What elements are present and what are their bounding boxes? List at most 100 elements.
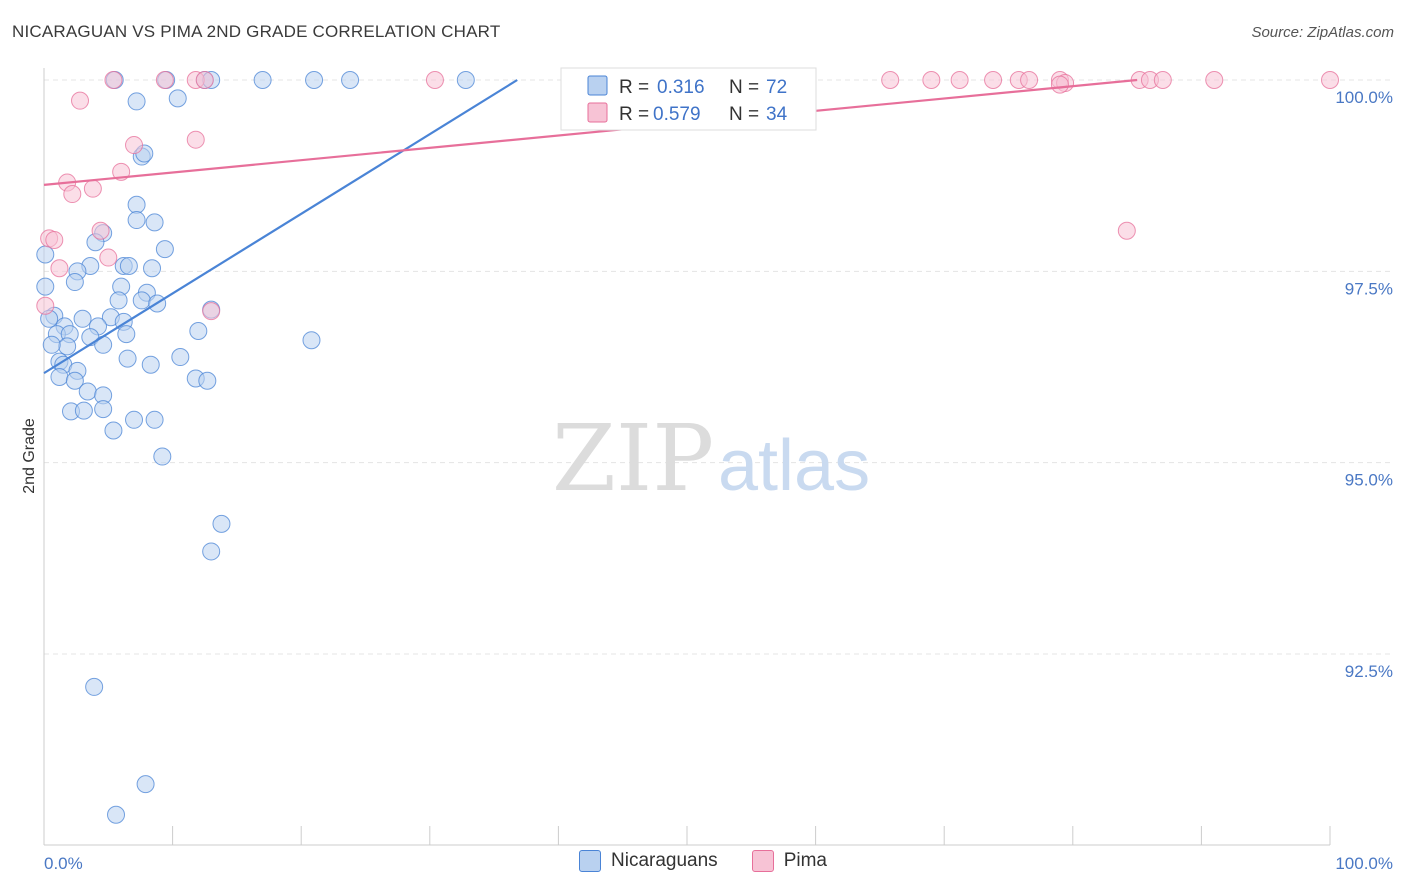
point-pima-21 [125, 136, 144, 155]
point-nicaraguans-24 [65, 273, 84, 292]
point-pima-17 [1205, 71, 1224, 89]
legend-r-value-pima: 0.579 [653, 104, 701, 125]
point-nicaraguans-48 [118, 349, 137, 368]
point-nicaraguans-29 [132, 291, 151, 310]
point-pima-26 [91, 221, 110, 240]
point-nicaraguans-26 [36, 277, 55, 296]
point-nicaraguans-46 [42, 335, 61, 354]
point-nicaraguans-71 [107, 805, 126, 824]
legend-label-pima: Pima [783, 850, 827, 871]
point-nicaraguans-40 [189, 322, 208, 341]
x-ticks [43, 826, 1331, 845]
series-legend: Nicaraguans Pima [0, 850, 1406, 872]
point-nicaraguans-23 [143, 259, 162, 278]
point-pima-1 [155, 71, 174, 89]
point-pima-8 [984, 71, 1003, 89]
point-nicaraguans-55 [65, 371, 84, 390]
legend-r-value-nicaraguans: 0.316 [657, 77, 705, 98]
x-tick-label-min: 0.0% [44, 854, 83, 873]
legend-n-value-nicaraguans: 72 [766, 77, 787, 98]
point-pima-32 [36, 296, 55, 315]
point-pima-10 [1020, 71, 1039, 89]
chart-title: NICARAGUAN VS PIMA 2ND GRADE CORRELATION… [12, 22, 501, 41]
point-pima-24 [83, 179, 102, 198]
point-nicaraguans-58 [78, 382, 97, 401]
point-nicaraguans-70 [136, 775, 155, 794]
stats-legend: R = 0.316 N = 72 R = 0.579 N = 34 [560, 67, 817, 131]
legend-r-label-1: R = [619, 77, 649, 98]
point-pima-13 [1050, 75, 1069, 94]
x-tick-label-max: 100.0% [1335, 854, 1393, 873]
legend-n-label-2: N = [729, 104, 759, 125]
point-pima-19 [71, 91, 90, 110]
watermark-atlas: atlas [718, 426, 870, 506]
y-tick-labels: 100.0% 97.5% 95.0% 92.5% [1335, 88, 1393, 681]
point-nicaraguans-68 [202, 542, 221, 561]
point-pima-30 [99, 248, 118, 267]
legend-n-value-pima: 34 [766, 104, 788, 125]
point-pima-16 [1153, 71, 1172, 89]
legend-n-label-1: N = [729, 77, 759, 98]
point-nicaraguans-4 [253, 71, 272, 89]
trendline-pima [43, 78, 1138, 186]
point-nicaraguans-63 [125, 410, 144, 429]
point-nicaraguans-14 [145, 213, 164, 232]
point-nicaraguans-12 [127, 195, 146, 214]
y-axis-label: 2nd Grade [21, 418, 38, 494]
point-pima-33 [202, 302, 221, 321]
point-nicaraguans-50 [171, 348, 190, 367]
point-pima-29 [45, 230, 64, 249]
legend-swatch-pima [587, 102, 608, 123]
point-pima-0 [104, 71, 123, 89]
point-nicaraguans-22 [119, 256, 138, 275]
point-pima-7 [950, 71, 969, 89]
watermark: ZIP atlas [552, 405, 870, 512]
point-pima-4 [425, 71, 444, 89]
point-nicaraguans-18 [36, 245, 55, 264]
watermark-zip: ZIP [552, 405, 714, 512]
point-pima-31 [50, 259, 69, 278]
point-nicaraguans-8 [168, 89, 187, 108]
point-nicaraguans-5 [305, 71, 324, 89]
point-pima-27 [1117, 221, 1136, 240]
point-pima-6 [922, 71, 941, 89]
point-nicaraguans-17 [155, 240, 174, 259]
point-nicaraguans-64 [145, 410, 164, 429]
point-nicaraguans-39 [117, 325, 136, 344]
point-nicaraguans-57 [198, 371, 217, 390]
legend-item-pima[interactable]: Pima [751, 850, 827, 872]
point-nicaraguans-44 [302, 331, 321, 350]
point-pima-25 [63, 185, 82, 204]
trendline-nicaraguans [43, 79, 518, 375]
source-credit: Source: ZipAtlas.com [1251, 24, 1394, 41]
point-nicaraguans-66 [153, 447, 172, 466]
legend-item-nicaraguans[interactable]: Nicaraguans [579, 850, 718, 872]
point-nicaraguans-45 [58, 337, 77, 356]
point-nicaraguans-6 [341, 71, 360, 89]
point-nicaraguans-28 [109, 291, 128, 310]
point-pima-20 [186, 130, 205, 149]
data-points [36, 71, 1339, 824]
point-nicaraguans-62 [94, 400, 113, 419]
legend-label-nicaraguans: Nicaraguans [611, 850, 718, 871]
y-tick-label-0: 100.0% [1335, 88, 1393, 107]
point-nicaraguans-7 [456, 71, 475, 89]
point-nicaraguans-47 [94, 335, 113, 354]
point-pima-5 [881, 71, 900, 89]
legend-swatch-blue [579, 850, 602, 872]
point-nicaraguans-65 [104, 421, 123, 440]
y-tick-label-3: 92.5% [1345, 662, 1393, 681]
y-tick-label-1: 97.5% [1345, 279, 1393, 298]
legend-swatch-nicaraguans [587, 75, 608, 96]
y-tick-label-2: 95.0% [1345, 471, 1393, 490]
point-nicaraguans-34 [73, 309, 92, 328]
point-pima-3 [195, 71, 214, 89]
point-nicaraguans-9 [127, 92, 146, 111]
point-nicaraguans-67 [212, 514, 231, 533]
point-nicaraguans-49 [141, 355, 160, 374]
trend-lines [43, 78, 1138, 375]
legend-swatch-pink [751, 850, 774, 872]
point-nicaraguans-54 [50, 367, 69, 386]
point-nicaraguans-69 [85, 677, 104, 696]
